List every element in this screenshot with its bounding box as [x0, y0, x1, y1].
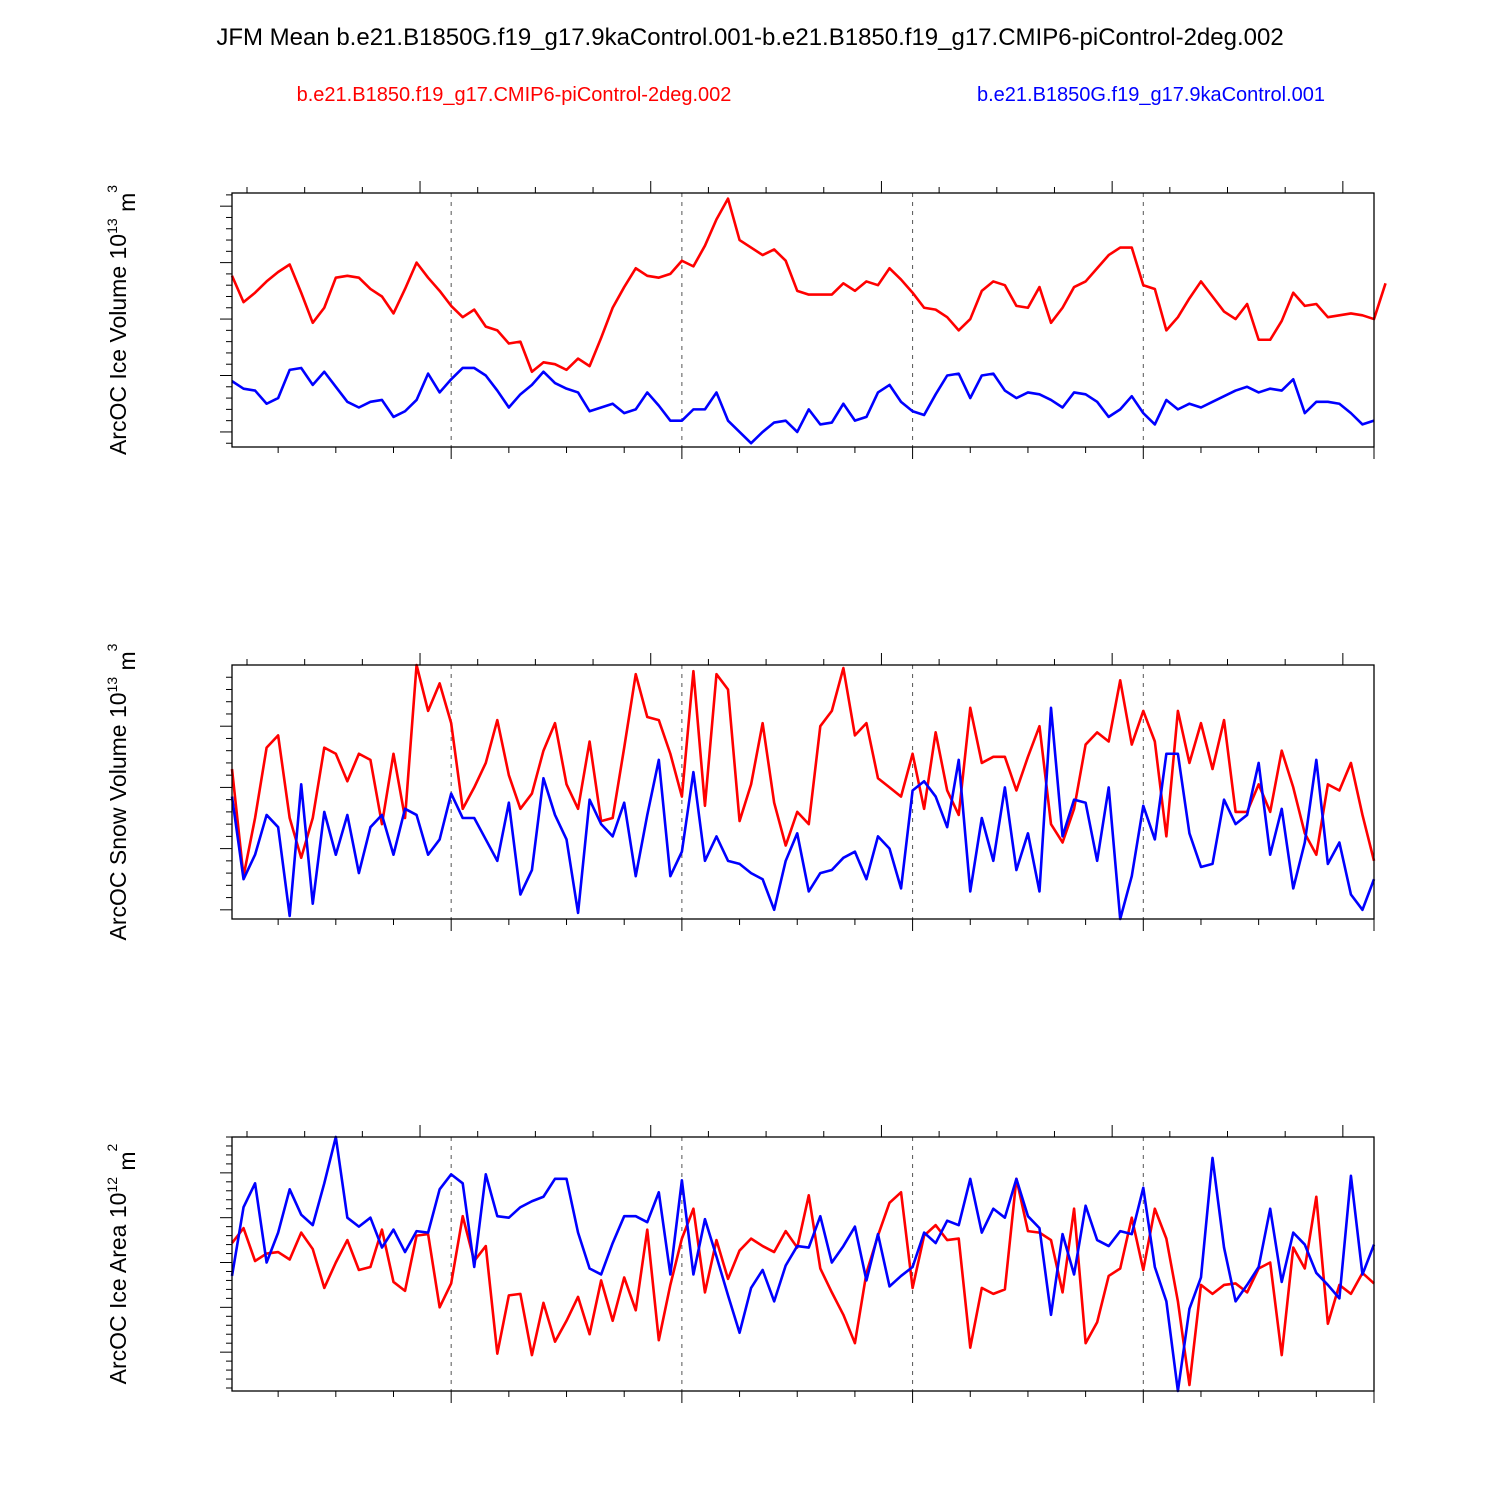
snow-volume-y-axis-title-ylabel-unit: m [114, 651, 140, 677]
snow-volume-y-axis-title-ylabel-exp: 13 [104, 677, 120, 693]
snow-volume-y-axis-title-ylabel-unit-exp: 3 [104, 643, 120, 651]
ice-volume-panel: ArcOC Ice Volume 1013 m3 [104, 181, 1387, 459]
snow-volume-y-axis-title-ylabel: ArcOC Snow Volume 10 [105, 692, 131, 940]
snow-volume-plot-frame [231, 664, 1375, 920]
ice-area-panel: ArcOC Ice Area 1012 m2 [104, 1125, 1376, 1403]
ice-volume-series-red-line [230, 197, 1387, 374]
ice-area-y-axis-title-ylabel-unit-exp: 2 [104, 1143, 120, 1151]
ice-volume-y-axis-title-ylabel: ArcOC Ice Volume 10 [105, 234, 131, 455]
ice-area-plot-frame [231, 1136, 1375, 1392]
ice-area-y-axis-title-ylabel-unit: m [114, 1151, 140, 1177]
ice-volume-y-axis-title: ArcOC Ice Volume 1013 m3 [104, 185, 140, 455]
ice-area-series-red-line [230, 1177, 1375, 1387]
ice-area-series-blue-line [230, 1135, 1376, 1393]
ice-area-y-axis-title: ArcOC Ice Area 1012 m2 [104, 1143, 140, 1384]
snow-volume-panel: ArcOC Snow Volume 1013 m3 [104, 643, 1376, 940]
snow-volume-y-axis-title: ArcOC Snow Volume 1013 m3 [104, 643, 140, 940]
snow-volume-series-blue-line [230, 706, 1376, 921]
ice-volume-y-axis-title-ylabel-unit: m [114, 193, 140, 219]
ice-area-y-axis-title-ylabel: ArcOC Ice Area 10 [105, 1193, 131, 1385]
ice-volume-plot-frame [231, 192, 1375, 448]
snow-volume-series-red-line [230, 663, 1376, 878]
figure-title: JFM Mean b.e21.B1850G.f19_g17.9kaControl… [216, 24, 1283, 51]
ice-area-y-axis-title-ylabel-exp: 12 [104, 1177, 120, 1193]
ice-volume-series-blue-line [231, 366, 1375, 445]
ice-volume-y-axis-title-ylabel-unit-exp: 3 [104, 185, 120, 193]
legend-blue-case: b.e21.B1850G.f19_g17.9kaControl.001 [977, 84, 1325, 106]
ice-volume-y-axis-title-ylabel-exp: 13 [104, 218, 120, 234]
legend-red-case: b.e21.B1850.f19_g17.CMIP6-piControl-2deg… [297, 84, 732, 106]
